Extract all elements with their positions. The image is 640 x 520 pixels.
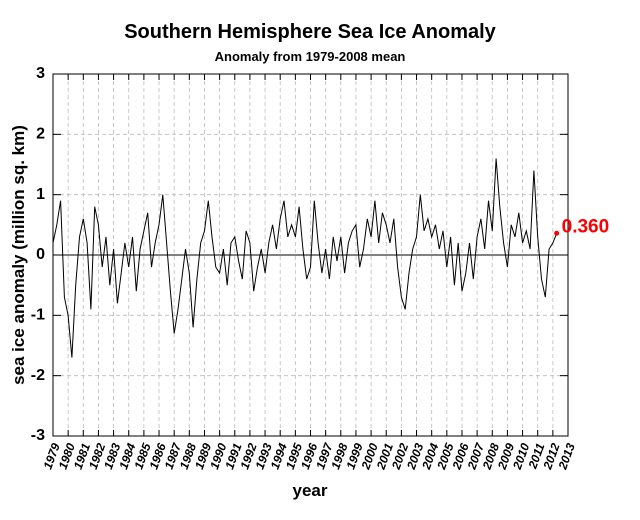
y-tick-label: -2 <box>31 367 45 384</box>
y-tick-label: -1 <box>31 307 45 324</box>
x-axis-label: year <box>293 481 328 500</box>
y-tick-label: 2 <box>36 126 45 143</box>
data-line <box>52 158 558 358</box>
last-point <box>554 230 560 236</box>
plot-frame <box>52 73 569 437</box>
y-tick-label: 0 <box>36 246 45 263</box>
chart-title: Southern Hemisphere Sea Ice Anomaly <box>124 21 496 43</box>
y-tick-label: 3 <box>36 65 45 82</box>
y-tick-label: -3 <box>31 427 45 444</box>
y-tick-label: 1 <box>36 186 45 203</box>
y-axis-label: sea ice anomaly (million sq. km) <box>9 125 28 385</box>
chart-subtitle: Anomaly from 1979-2008 mean <box>215 49 406 64</box>
annotation: 0.360 <box>562 216 610 237</box>
